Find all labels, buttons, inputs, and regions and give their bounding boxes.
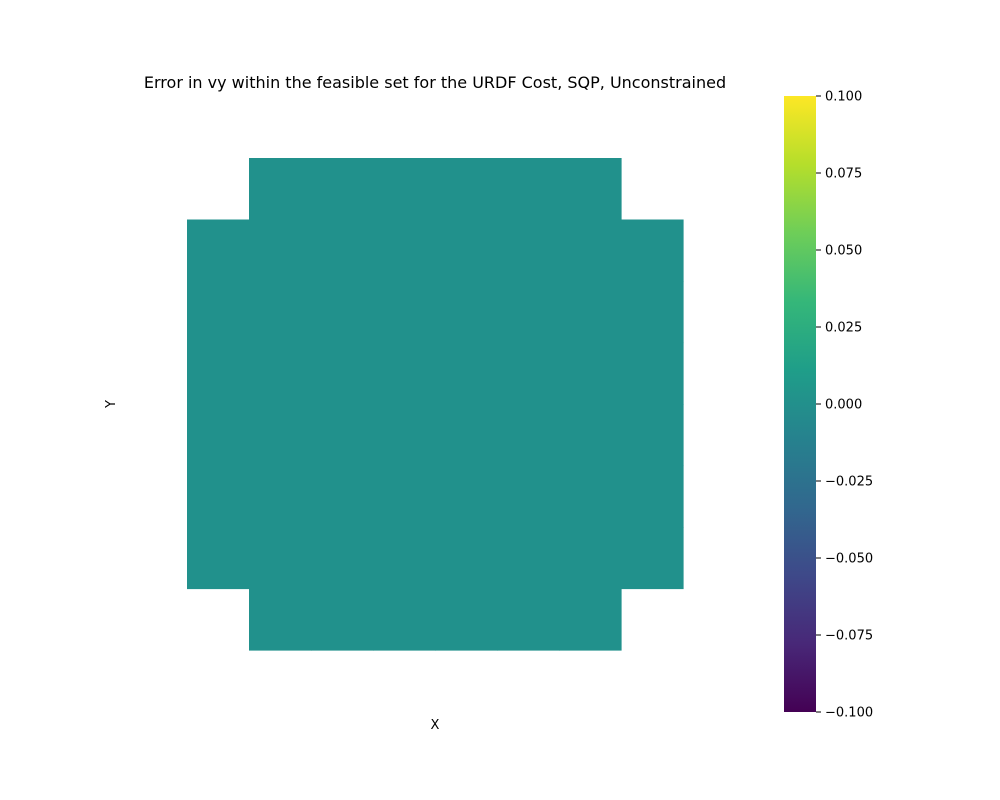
heatmap-cell xyxy=(373,404,436,467)
colorbar-tick-label: 0.100 xyxy=(825,90,862,105)
heatmap-cell xyxy=(373,527,436,590)
heatmap-cell xyxy=(621,404,684,467)
heatmap-cell xyxy=(621,342,684,405)
heatmap-cell xyxy=(249,342,312,405)
heatmap-cell xyxy=(621,219,684,282)
heatmap-cell xyxy=(497,158,560,221)
heatmap-cell xyxy=(311,219,374,282)
heatmap-cell xyxy=(373,158,436,221)
heatmap-cell xyxy=(559,342,622,405)
heatmap-cell xyxy=(559,527,622,590)
heatmap-cell xyxy=(373,219,436,282)
colorbar-tick-label: −0.100 xyxy=(825,706,873,721)
x-axis-label: X xyxy=(431,718,440,733)
heatmap-cell xyxy=(559,281,622,344)
heatmap-cell xyxy=(559,465,622,528)
heatmap-cell xyxy=(373,465,436,528)
colorbar-tick-label: 0.000 xyxy=(825,398,862,413)
heatmap-cell xyxy=(187,219,250,282)
heatmap-cell xyxy=(497,588,560,651)
heatmap-cell xyxy=(311,588,374,651)
heatmap-cell xyxy=(311,342,374,405)
colorbar-ticks: −0.100 −0.075 −0.050 −0.025 0.000 0.025 0.050 0… xyxy=(816,90,873,721)
heatmap-cell xyxy=(249,158,312,221)
heatmap-cell xyxy=(249,404,312,467)
heatmap-cell xyxy=(311,281,374,344)
heatmap-cell xyxy=(249,527,312,590)
heatmap-cell xyxy=(187,281,250,344)
heatmap-cell xyxy=(435,404,498,467)
colorbar-tick-label: −0.050 xyxy=(825,552,873,567)
heatmap-cell xyxy=(497,404,560,467)
heatmap-cell xyxy=(559,404,622,467)
heatmap-cell xyxy=(187,404,250,467)
heatmap-cell xyxy=(435,219,498,282)
heatmap-cell xyxy=(559,588,622,651)
heatmap-cell xyxy=(435,281,498,344)
colorbar-tick-label: 0.050 xyxy=(825,244,862,259)
heatmap-cell xyxy=(621,527,684,590)
heatmap-cell xyxy=(621,281,684,344)
colorbar-tick-label: −0.075 xyxy=(825,629,873,644)
heatmap-cell xyxy=(187,342,250,405)
heatmap-cell xyxy=(373,281,436,344)
heatmap-cell xyxy=(187,527,250,590)
heatmap-cells xyxy=(187,158,684,651)
heatmap-cell xyxy=(187,465,250,528)
heatmap-cell xyxy=(249,219,312,282)
heatmap-cell xyxy=(497,219,560,282)
heatmap-cell xyxy=(497,465,560,528)
heatmap-cell xyxy=(621,465,684,528)
heatmap-cell xyxy=(497,281,560,344)
heatmap-cell xyxy=(435,588,498,651)
heatmap-cell xyxy=(249,281,312,344)
heatmap-cell xyxy=(435,465,498,528)
heatmap-cell xyxy=(311,404,374,467)
heatmap-cell xyxy=(311,527,374,590)
heatmap-cell xyxy=(497,342,560,405)
heatmap-cell xyxy=(249,465,312,528)
heatmap-cell xyxy=(373,342,436,405)
heatmap-cell xyxy=(373,588,436,651)
heatmap-cell xyxy=(311,465,374,528)
y-axis-label: Y xyxy=(104,400,119,409)
heatmap-cell xyxy=(497,527,560,590)
heatmap-cell xyxy=(311,158,374,221)
colorbar-tick-label: 0.025 xyxy=(825,321,862,336)
heatmap-cell xyxy=(435,158,498,221)
chart-title: Error in vy within the feasible set for … xyxy=(144,73,726,92)
heatmap-cell xyxy=(435,527,498,590)
colorbar-tick-label: −0.025 xyxy=(825,475,873,490)
heatmap-cell xyxy=(559,158,622,221)
colorbar xyxy=(784,96,816,712)
colorbar-tick-label: 0.075 xyxy=(825,167,862,182)
heatmap-cell xyxy=(249,588,312,651)
heatmap-cell xyxy=(559,219,622,282)
heatmap-cell xyxy=(435,342,498,405)
